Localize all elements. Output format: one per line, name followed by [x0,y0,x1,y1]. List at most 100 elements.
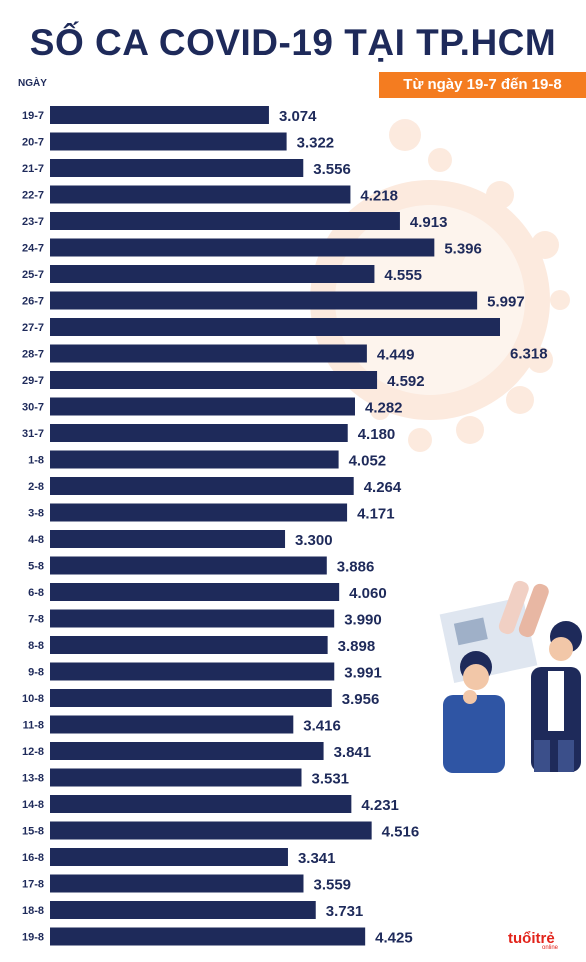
bar-27-7 [50,318,500,336]
bar-19-7 [50,106,269,124]
category-label-25-7: 25-7 [22,269,44,281]
category-label-8-8: 8-8 [28,640,44,652]
value-label-11-8: 3.416 [303,718,341,735]
svg-text:online: online [542,945,559,950]
category-label-18-8: 18-8 [22,905,44,917]
value-label-14-8: 4.231 [361,797,399,814]
value-label-22-7: 4.218 [360,188,398,205]
category-label-26-7: 26-7 [22,296,44,308]
value-label-15-8: 4.516 [382,824,420,841]
value-label-16-8: 3.341 [298,850,336,867]
bar-4-8 [50,530,286,548]
bar-11-8 [50,715,294,734]
category-label-22-7: 22-7 [22,190,44,202]
bar-30-7 [50,397,355,416]
bar-20-7 [50,132,287,151]
value-label-28-7: 4.449 [377,347,415,364]
category-label-3-8: 3-8 [28,508,44,520]
category-label-2-8: 2-8 [28,481,44,493]
value-label-17-8: 3.559 [313,877,351,894]
value-label-1-8: 4.052 [349,453,387,470]
value-label-9-8: 3.991 [344,665,382,682]
bar-26-7 [50,291,478,310]
bar-15-8 [50,821,372,840]
value-label-13-8: 3.531 [311,771,349,788]
category-label-29-7: 29-7 [22,375,44,387]
value-label-10-8: 3.956 [342,691,380,708]
value-label-19-8: 4.425 [375,930,413,947]
category-label-9-8: 9-8 [28,667,44,679]
category-label-12-8: 12-8 [22,746,44,758]
bar-22-7 [50,185,351,204]
category-label-23-7: 23-7 [22,216,44,228]
category-label-19-8: 19-8 [22,932,44,944]
bar-1-8 [50,450,339,469]
category-label-13-8: 13-8 [22,773,44,785]
value-label-21-7: 3.556 [313,161,351,178]
value-label-31-7: 4.180 [358,426,396,443]
category-label-14-8: 14-8 [22,799,44,811]
category-label-24-7: 24-7 [22,243,44,255]
bar-6-8 [50,583,340,601]
bar-10-8 [50,689,332,707]
bar-2-8 [50,477,354,495]
bar-7-8 [50,609,335,628]
category-label-20-7: 20-7 [22,137,44,149]
tuoi-tre-logo: tuổitrẻ online [506,928,578,950]
value-label-18-8: 3.731 [326,903,364,920]
value-label-24-7: 5.396 [444,241,482,258]
bar-23-7 [50,212,400,230]
category-label-1-8: 1-8 [28,455,44,467]
category-label-10-8: 10-8 [22,693,44,705]
bar-12-8 [50,742,324,760]
value-label-2-8: 4.264 [364,479,402,496]
category-label-28-7: 28-7 [22,349,44,361]
value-label-3-8: 4.171 [357,506,395,523]
value-label-12-8: 3.841 [334,744,372,761]
value-label-5-8: 3.886 [337,559,375,576]
value-label-30-7: 4.282 [365,400,403,417]
category-label-21-7: 21-7 [22,163,44,175]
value-label-6-8: 4.060 [349,585,387,602]
bar-5-8 [50,556,327,575]
value-label-20-7: 3.322 [297,135,335,152]
category-label-7-8: 7-8 [28,614,44,626]
people-illustration [439,580,582,773]
bar-17-8 [50,874,304,893]
bar-19-8 [50,927,366,946]
bar-8-8 [50,636,328,654]
category-label-16-8: 16-8 [22,852,44,864]
bar-16-8 [50,848,288,866]
bar-9-8 [50,662,335,681]
value-label-29-7: 4.592 [387,373,425,390]
bar-18-8 [50,901,316,919]
category-label-4-8: 4-8 [28,534,44,546]
bar-21-7 [50,159,304,177]
value-label-4-8: 3.300 [295,532,333,549]
svg-text:tuổitrẻ: tuổitrẻ [508,930,555,947]
bar-13-8 [50,768,302,787]
value-label-25-7: 4.555 [384,267,422,284]
category-label-11-8: 11-8 [23,720,44,732]
category-label-19-7: 19-7 [22,110,44,122]
category-label-27-7: 27-7 [22,322,44,334]
bar-31-7 [50,424,348,442]
bar-3-8 [50,503,348,522]
chart-title: SỐ CA COVID-19 TẠI TP.HCM [29,22,557,63]
bar-24-7 [50,238,435,257]
value-label-8-8: 3.898 [338,638,376,655]
bar-28-7 [50,344,367,363]
axis-title: NGÀY [18,78,47,89]
bar-25-7 [50,265,375,283]
value-label-26-7: 5.997 [487,294,525,311]
value-label-7-8: 3.990 [344,612,382,629]
value-label-27-7: 6.318 [510,346,548,363]
category-label-30-7: 30-7 [22,402,44,414]
bar-14-8 [50,795,352,813]
category-label-31-7: 31-7 [22,428,44,440]
category-label-5-8: 5-8 [28,561,44,573]
value-label-23-7: 4.913 [410,214,448,231]
category-label-6-8: 6-8 [28,587,44,599]
value-label-19-7: 3.074 [279,108,317,125]
